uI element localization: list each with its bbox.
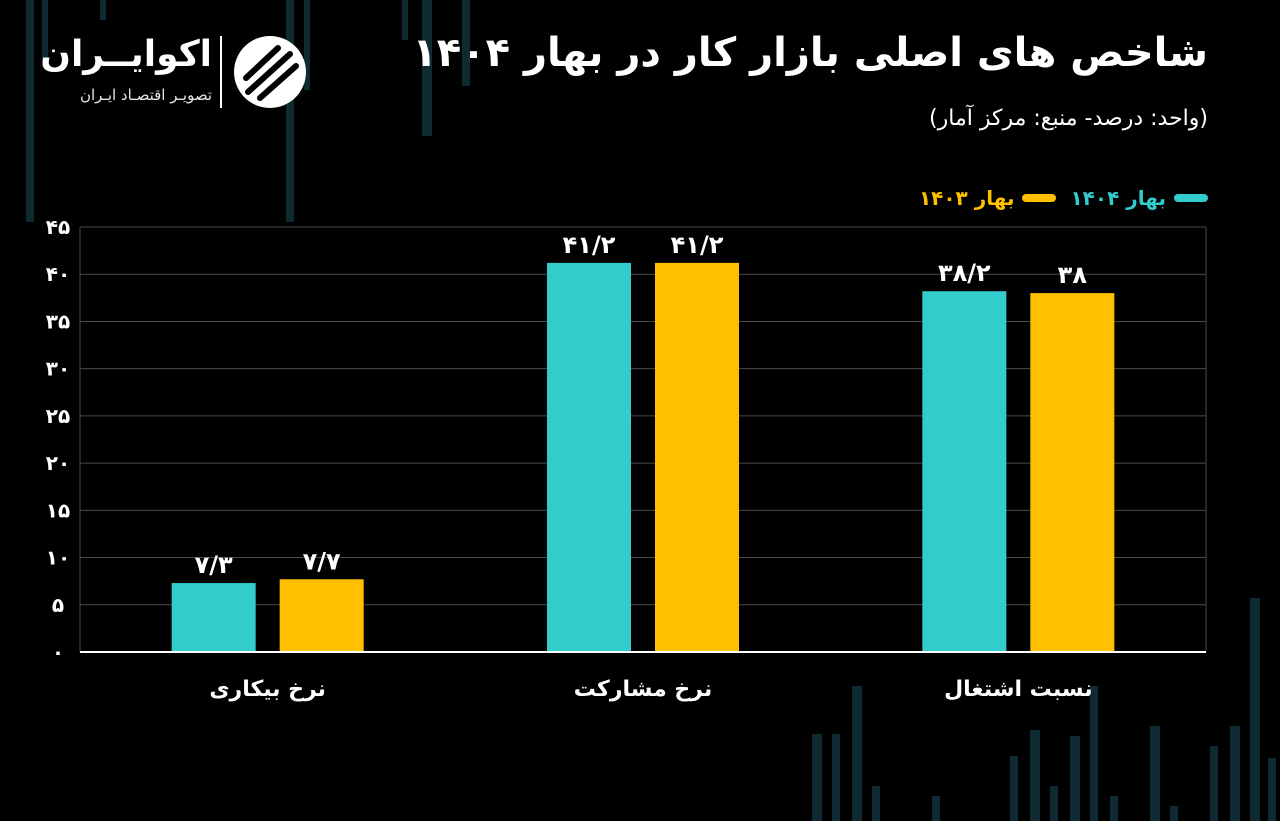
- brand-divider: [220, 36, 222, 108]
- ecoiran-logo-icon: [234, 36, 306, 108]
- decor-bar: [1230, 726, 1240, 821]
- legend-item-1404: بهار ۱۴۰۴: [1070, 186, 1208, 210]
- decor-bar: [1210, 746, 1218, 821]
- decor-bar: [832, 734, 840, 821]
- decor-bar: [852, 686, 862, 821]
- data-label: ۷/۳: [195, 551, 233, 579]
- brand-block: اکوایــران تصویـر اقتصـاد ایـران: [40, 34, 320, 114]
- decor-bar: [1250, 598, 1260, 821]
- legend-label-1404: بهار ۱۴۰۴: [1070, 186, 1166, 210]
- decor-bar: [1070, 736, 1080, 821]
- x-category-label: نرخ بیکاری: [209, 677, 326, 702]
- decor-bar: [402, 0, 408, 40]
- bar: [1030, 293, 1115, 652]
- y-tick-label: ۲۰: [46, 451, 70, 475]
- data-label: ۷/۷: [303, 547, 341, 575]
- y-tick-label: ۵: [52, 593, 64, 617]
- bar: [279, 579, 364, 652]
- y-tick-label: ۲۵: [46, 404, 70, 428]
- bar: [922, 291, 1007, 652]
- decor-bar: [1090, 686, 1098, 821]
- legend-item-1403: بهار ۱۴۰۳: [919, 186, 1057, 210]
- chart-subtitle: (واحد: درصد- منبع: مرکز آمار): [929, 106, 1208, 131]
- legend-swatch-1404: [1174, 194, 1208, 202]
- chart-legend: بهار ۱۴۰۴ بهار ۱۴۰۳: [919, 186, 1208, 210]
- brand-name: اکوایــران: [40, 34, 212, 75]
- y-tick-label: ۰: [52, 640, 64, 664]
- decor-bar: [1050, 786, 1058, 821]
- x-category-label: نسبت اشتغال: [944, 677, 1093, 702]
- decor-bar: [872, 786, 880, 821]
- y-tick-label: ۳۰: [46, 357, 70, 381]
- decor-bar: [1268, 758, 1276, 821]
- data-label: ۳۸/۲: [938, 259, 991, 287]
- decor-bar: [304, 0, 310, 90]
- decor-bar: [462, 0, 470, 86]
- bar: [171, 583, 256, 652]
- decor-bar: [26, 0, 34, 222]
- decor-bar: [1150, 726, 1160, 821]
- x-category-label: نرخ مشارکت: [574, 677, 712, 702]
- bar: [547, 262, 631, 652]
- decor-bar: [1010, 756, 1018, 821]
- data-label: ۳۸: [1058, 261, 1088, 289]
- decor-bar: [932, 796, 940, 821]
- y-tick-label: ۴۵: [46, 215, 70, 239]
- decor-bar: [1110, 796, 1118, 821]
- chart-title: شاخص های اصلی بازار کار در بهار ۱۴۰۴: [412, 30, 1208, 76]
- y-tick-label: ۴۰: [46, 262, 70, 286]
- decor-bar: [1030, 730, 1040, 821]
- legend-label-1403: بهار ۱۴۰۳: [918, 186, 1015, 210]
- legend-swatch-1403: [1022, 194, 1057, 202]
- y-tick-label: ۱۵: [46, 498, 70, 522]
- decor-bar: [1170, 806, 1178, 821]
- data-label: ۴۱/۲: [563, 231, 616, 259]
- decor-bar: [812, 734, 822, 821]
- data-label: ۴۱/۲: [671, 231, 724, 259]
- bar: [655, 262, 739, 652]
- y-tick-label: ۱۰: [46, 546, 70, 570]
- decor-bar: [286, 0, 294, 222]
- decor-bar: [100, 0, 106, 20]
- decor-bar: [42, 0, 48, 60]
- brand-tagline: تصویـر اقتصـاد ایـران: [79, 86, 212, 104]
- y-tick-label: ۳۵: [46, 309, 70, 333]
- decor-bar: [422, 0, 432, 136]
